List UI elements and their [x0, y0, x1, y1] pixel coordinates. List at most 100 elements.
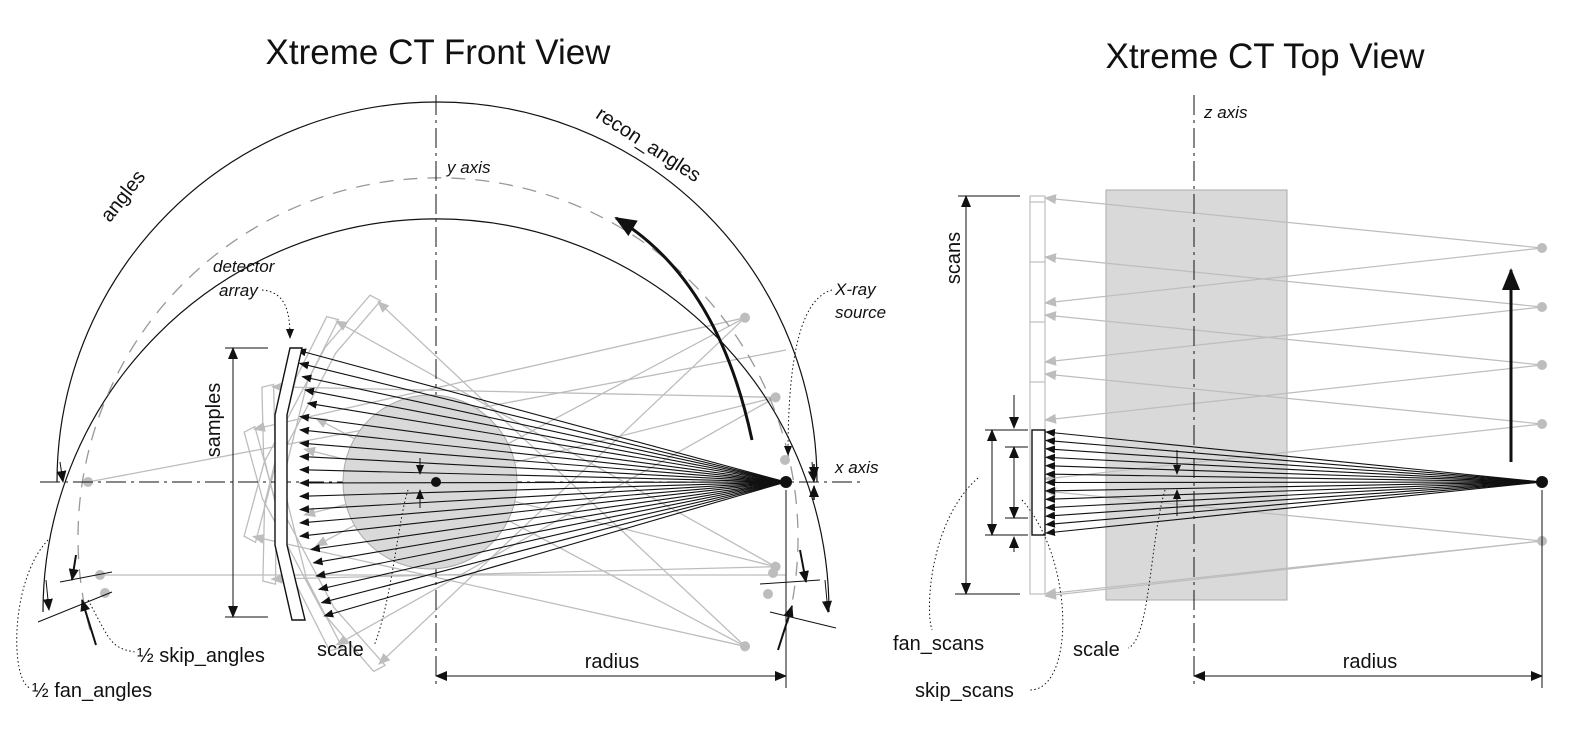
top-ray — [1045, 481, 1543, 520]
detector-leader — [261, 289, 294, 339]
ghost-scan-positions — [1030, 194, 1543, 600]
top-xray-source — [1536, 476, 1548, 488]
ghost-source — [740, 641, 751, 652]
ghost-scan-ray — [1044, 247, 1543, 307]
ray — [306, 400, 787, 483]
ray — [299, 481, 787, 540]
half-skip-leader — [87, 599, 136, 653]
ghost-ray — [252, 317, 746, 432]
half-skip-angles-label: ½ skip_angles — [137, 645, 265, 667]
skip-arrow-left-2 — [80, 599, 97, 646]
ghost-source-dot — [1537, 360, 1547, 370]
ray — [323, 481, 787, 618]
samples-label: samples — [203, 383, 225, 457]
ray — [303, 387, 787, 483]
top-radius-label: radius — [1343, 651, 1397, 673]
ghost-source-dot — [1537, 243, 1547, 253]
top-ray — [1045, 461, 1543, 483]
scale-leader — [373, 489, 409, 647]
top-ray — [1045, 481, 1543, 512]
half-fan-leader — [16, 539, 49, 689]
ray — [299, 481, 787, 527]
ghost-rotation — [261, 382, 781, 652]
detector-strip-ghost — [1029, 195, 1046, 595]
scale-label: scale — [317, 639, 364, 661]
skip-scans-label: skip_scans — [915, 680, 1014, 702]
skip-arrow-right-2 — [777, 605, 794, 651]
xray-leader — [784, 289, 833, 456]
skip-tick-left-2 — [37, 591, 113, 623]
top-scale-label: scale — [1073, 639, 1120, 661]
ray — [317, 481, 787, 592]
detector-strip-active — [1031, 429, 1046, 536]
ghost-ray — [378, 317, 746, 665]
ghost-scan-ray — [1044, 487, 1543, 542]
fan-scans-leader — [928, 477, 979, 631]
source-orbit-dashed — [77, 177, 799, 631]
angles-arc — [56, 101, 818, 483]
front-view: Xtreme CT Front View y axis x axis — [16, 33, 886, 702]
skip-tick-left-1 — [59, 571, 113, 583]
top-ray — [1045, 437, 1543, 483]
top-ray — [1045, 428, 1543, 483]
radius-label: radius — [585, 651, 639, 673]
ghost-scan-ray — [1044, 311, 1543, 366]
top-fan-beam-rays — [1045, 428, 1543, 537]
ray — [299, 481, 787, 501]
ghost-scan-ray — [1044, 423, 1543, 483]
ray — [299, 481, 787, 514]
recon-angles-label: recon_angles — [592, 103, 705, 187]
top-ray — [1045, 481, 1543, 495]
top-ray — [1045, 478, 1543, 487]
ray — [299, 439, 787, 483]
ghost-source-dot — [1537, 419, 1547, 429]
ghost-ray — [270, 566, 776, 584]
ghost-scan-ray — [1044, 253, 1543, 308]
ray — [299, 452, 787, 483]
detector-label-line2: array — [219, 281, 259, 300]
top-ray — [1045, 470, 1543, 483]
object-slab — [1105, 189, 1288, 601]
front-view-title: Xtreme CT Front View — [266, 33, 612, 72]
fan-scans-label: fan_scans — [893, 633, 984, 655]
skip-tick-right-1 — [759, 579, 821, 585]
ghost-source — [740, 312, 751, 323]
rotation-center — [431, 477, 441, 487]
ray — [320, 481, 787, 605]
ghost-ray — [377, 300, 746, 647]
rotation-direction-arrow — [614, 216, 754, 441]
ray — [299, 465, 787, 483]
ray — [298, 361, 787, 483]
y-axis-label: y axis — [446, 158, 491, 177]
top-ray — [1045, 481, 1543, 504]
xray-label-line2: source — [835, 303, 886, 322]
skip-arrow-right-1 — [799, 549, 809, 583]
top-ray — [1045, 453, 1543, 483]
top-view: Xtreme CT Top View z axis scans — [893, 37, 1548, 702]
ray — [299, 478, 787, 487]
detector-array — [274, 347, 306, 621]
ray — [299, 426, 787, 483]
skip-tick-right-2 — [769, 611, 837, 629]
xray-label-line1: X-ray — [834, 280, 877, 299]
fan-beam-rays — [296, 348, 787, 618]
x-axis-label: x axis — [834, 458, 879, 477]
ghost-source-dot — [768, 568, 778, 578]
ghost-scan-ray — [1044, 540, 1543, 598]
ghost-scan-ray — [1044, 364, 1543, 424]
recon-angles-arrow-right — [821, 579, 832, 613]
top-scale-leader — [1127, 489, 1166, 649]
half-fan-angles-label: ½ fan_angles — [32, 680, 152, 702]
top-ray — [1045, 481, 1543, 537]
source-positions — [1537, 243, 1547, 546]
recon-angles-arrow-left — [42, 579, 53, 611]
top-view-title: Xtreme CT Top View — [1105, 37, 1425, 76]
ghost-source-dot — [780, 455, 790, 465]
ray — [299, 413, 787, 483]
angles-arrow-end — [56, 461, 67, 483]
top-ray — [1045, 445, 1543, 483]
ray — [301, 374, 787, 483]
skip-arrow-left-1 — [68, 554, 79, 581]
